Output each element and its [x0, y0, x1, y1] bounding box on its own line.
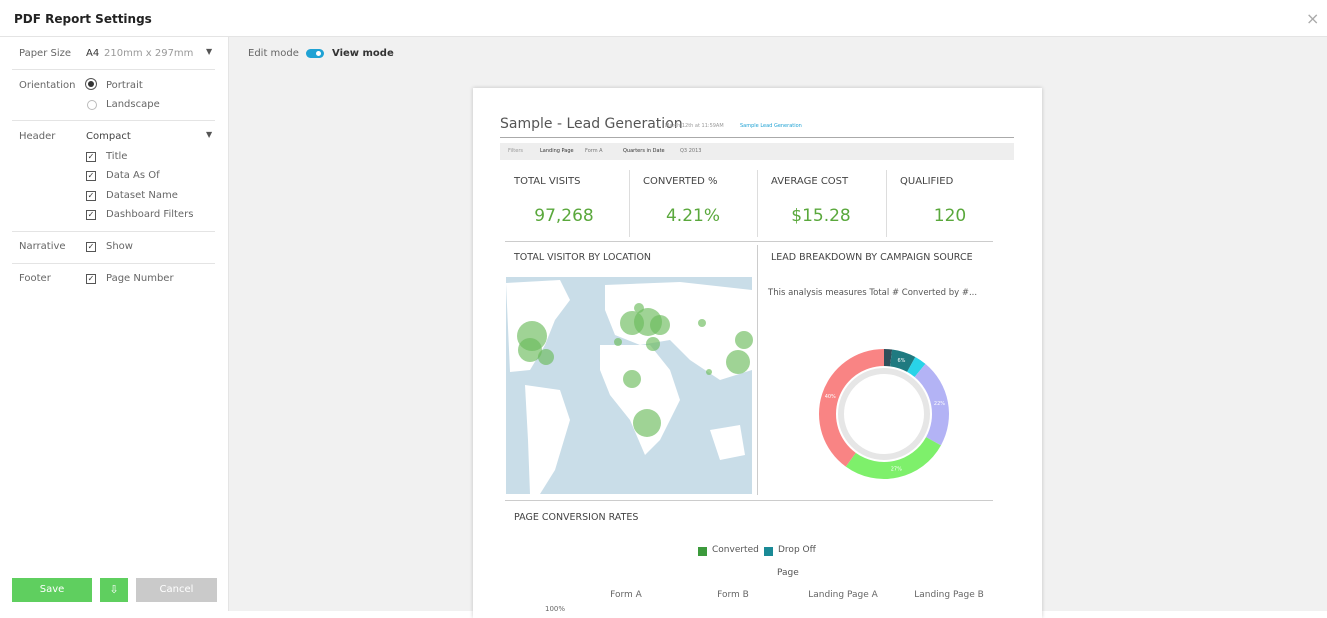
option[interactable]: Portrait: [106, 80, 143, 91]
map: [506, 277, 753, 494]
edit-mode[interactable]: Edit mode: [248, 48, 299, 59]
kpi-label: QUALIFIED: [900, 176, 954, 187]
checkbox[interactable]: ✓: [86, 210, 96, 220]
donut-segment: [890, 349, 916, 372]
filter-name: Quarters in Date: [623, 148, 665, 154]
timestamp: March 12th at 11:59AM: [665, 123, 724, 129]
option[interactable]: Dashboard Filters: [106, 209, 194, 220]
label: Paper Size: [19, 48, 72, 59]
checkbox[interactable]: ✓: [86, 171, 96, 181]
view-mode[interactable]: View mode: [332, 48, 394, 59]
label: Orientation: [19, 80, 76, 91]
legend-label: Converted: [712, 545, 759, 555]
description: This analysis measures Total # Converted…: [768, 288, 978, 298]
label: Footer: [19, 273, 51, 284]
separator: [12, 231, 215, 232]
kpi-divider: [629, 170, 630, 237]
kpi-value: 4.21%: [665, 206, 720, 226]
kpi-divider: [886, 170, 887, 237]
radio-checked[interactable]: [88, 81, 94, 87]
report-title: Sample - Lead Generation: [500, 116, 683, 132]
dropdown-arrow[interactable]: ▼: [206, 130, 213, 139]
legend-label: Drop Off: [778, 545, 816, 555]
filter-value: Q3 2013: [680, 148, 702, 154]
dialog-title: PDF Report Settings: [14, 12, 152, 26]
dataset-link[interactable]: Sample Lead Generation: [740, 123, 802, 129]
checkbox[interactable]: ✓: [86, 242, 96, 252]
separator: [12, 120, 215, 121]
paper-dimensions: 210mm x 297mm: [104, 48, 194, 59]
checkbox[interactable]: ✓: [86, 152, 96, 162]
donut-segment: [914, 363, 950, 446]
dropdown-arrow[interactable]: ▼: [206, 47, 213, 56]
section-title: LEAD BREAKDOWN BY CAMPAIGN SOURCE: [771, 252, 973, 263]
option[interactable]: Dataset Name: [106, 190, 178, 201]
header-style[interactable]: Compact: [86, 131, 131, 142]
kpi-value: $15.28: [791, 206, 851, 226]
filter-name: Landing Page: [540, 148, 574, 154]
download-button[interactable]: ⇩: [100, 578, 128, 602]
filter-label: Filters: [508, 148, 523, 154]
mode-toggle[interactable]: [306, 49, 324, 58]
donut-label: 27%: [891, 467, 902, 473]
label: Narrative: [19, 241, 66, 252]
donut-segment: [845, 437, 941, 480]
filter-bar: [500, 143, 1014, 160]
divider: [757, 245, 758, 495]
kpi-divider: [757, 170, 758, 237]
option[interactable]: Data As Of: [106, 170, 160, 181]
kpi-label: AVERAGE COST: [771, 176, 849, 187]
donut-label: 40%: [825, 394, 836, 400]
title-rule: [500, 137, 1014, 138]
cancel-button[interactable]: Cancel: [136, 578, 217, 602]
label: Header: [19, 131, 56, 142]
donut-label: 6%: [897, 358, 905, 364]
rule: [505, 500, 993, 501]
y-tick-label: 100%: [545, 605, 566, 613]
donut-inner-ring: [838, 368, 930, 460]
legend-swatch: [764, 547, 773, 556]
radio[interactable]: [87, 100, 97, 110]
option[interactable]: Title: [106, 151, 128, 162]
save-button[interactable]: Save: [12, 578, 92, 602]
option[interactable]: Show: [106, 241, 133, 252]
option[interactable]: Landscape: [106, 99, 160, 110]
separator: [12, 69, 215, 70]
kpi-value: 97,268: [534, 206, 594, 226]
donut-segment: [907, 357, 926, 378]
checkbox[interactable]: ✓: [86, 274, 96, 284]
category-label: Landing Page A: [808, 590, 878, 600]
donut-segment: [884, 349, 893, 367]
kpi-value: 120: [933, 206, 967, 226]
checkbox[interactable]: ✓: [86, 191, 96, 201]
axis-title: Page: [777, 568, 799, 578]
legend-swatch: [698, 547, 707, 556]
donut-label: 22%: [934, 401, 945, 407]
separator: [12, 263, 215, 264]
section-title: PAGE CONVERSION RATES: [514, 512, 639, 523]
category-label: Form B: [717, 590, 749, 600]
header-border: [0, 36, 1327, 37]
paper-size[interactable]: A4: [86, 48, 100, 59]
category-label: Form A: [610, 590, 642, 600]
option[interactable]: Page Number: [106, 273, 174, 284]
close-button[interactable]: ×: [1306, 9, 1320, 28]
donut-segment: [819, 349, 884, 467]
category-label: Landing Page B: [914, 590, 984, 600]
kpi-label: TOTAL VISITS: [514, 176, 581, 187]
section-title: TOTAL VISITOR BY LOCATION: [514, 252, 652, 263]
filter-value: Form A: [585, 148, 603, 154]
kpi-label: CONVERTED %: [643, 176, 718, 187]
rule: [505, 241, 993, 242]
sidebar: Paper Size A4 210mm x 297mm ▼ Orientatio…: [0, 37, 229, 611]
